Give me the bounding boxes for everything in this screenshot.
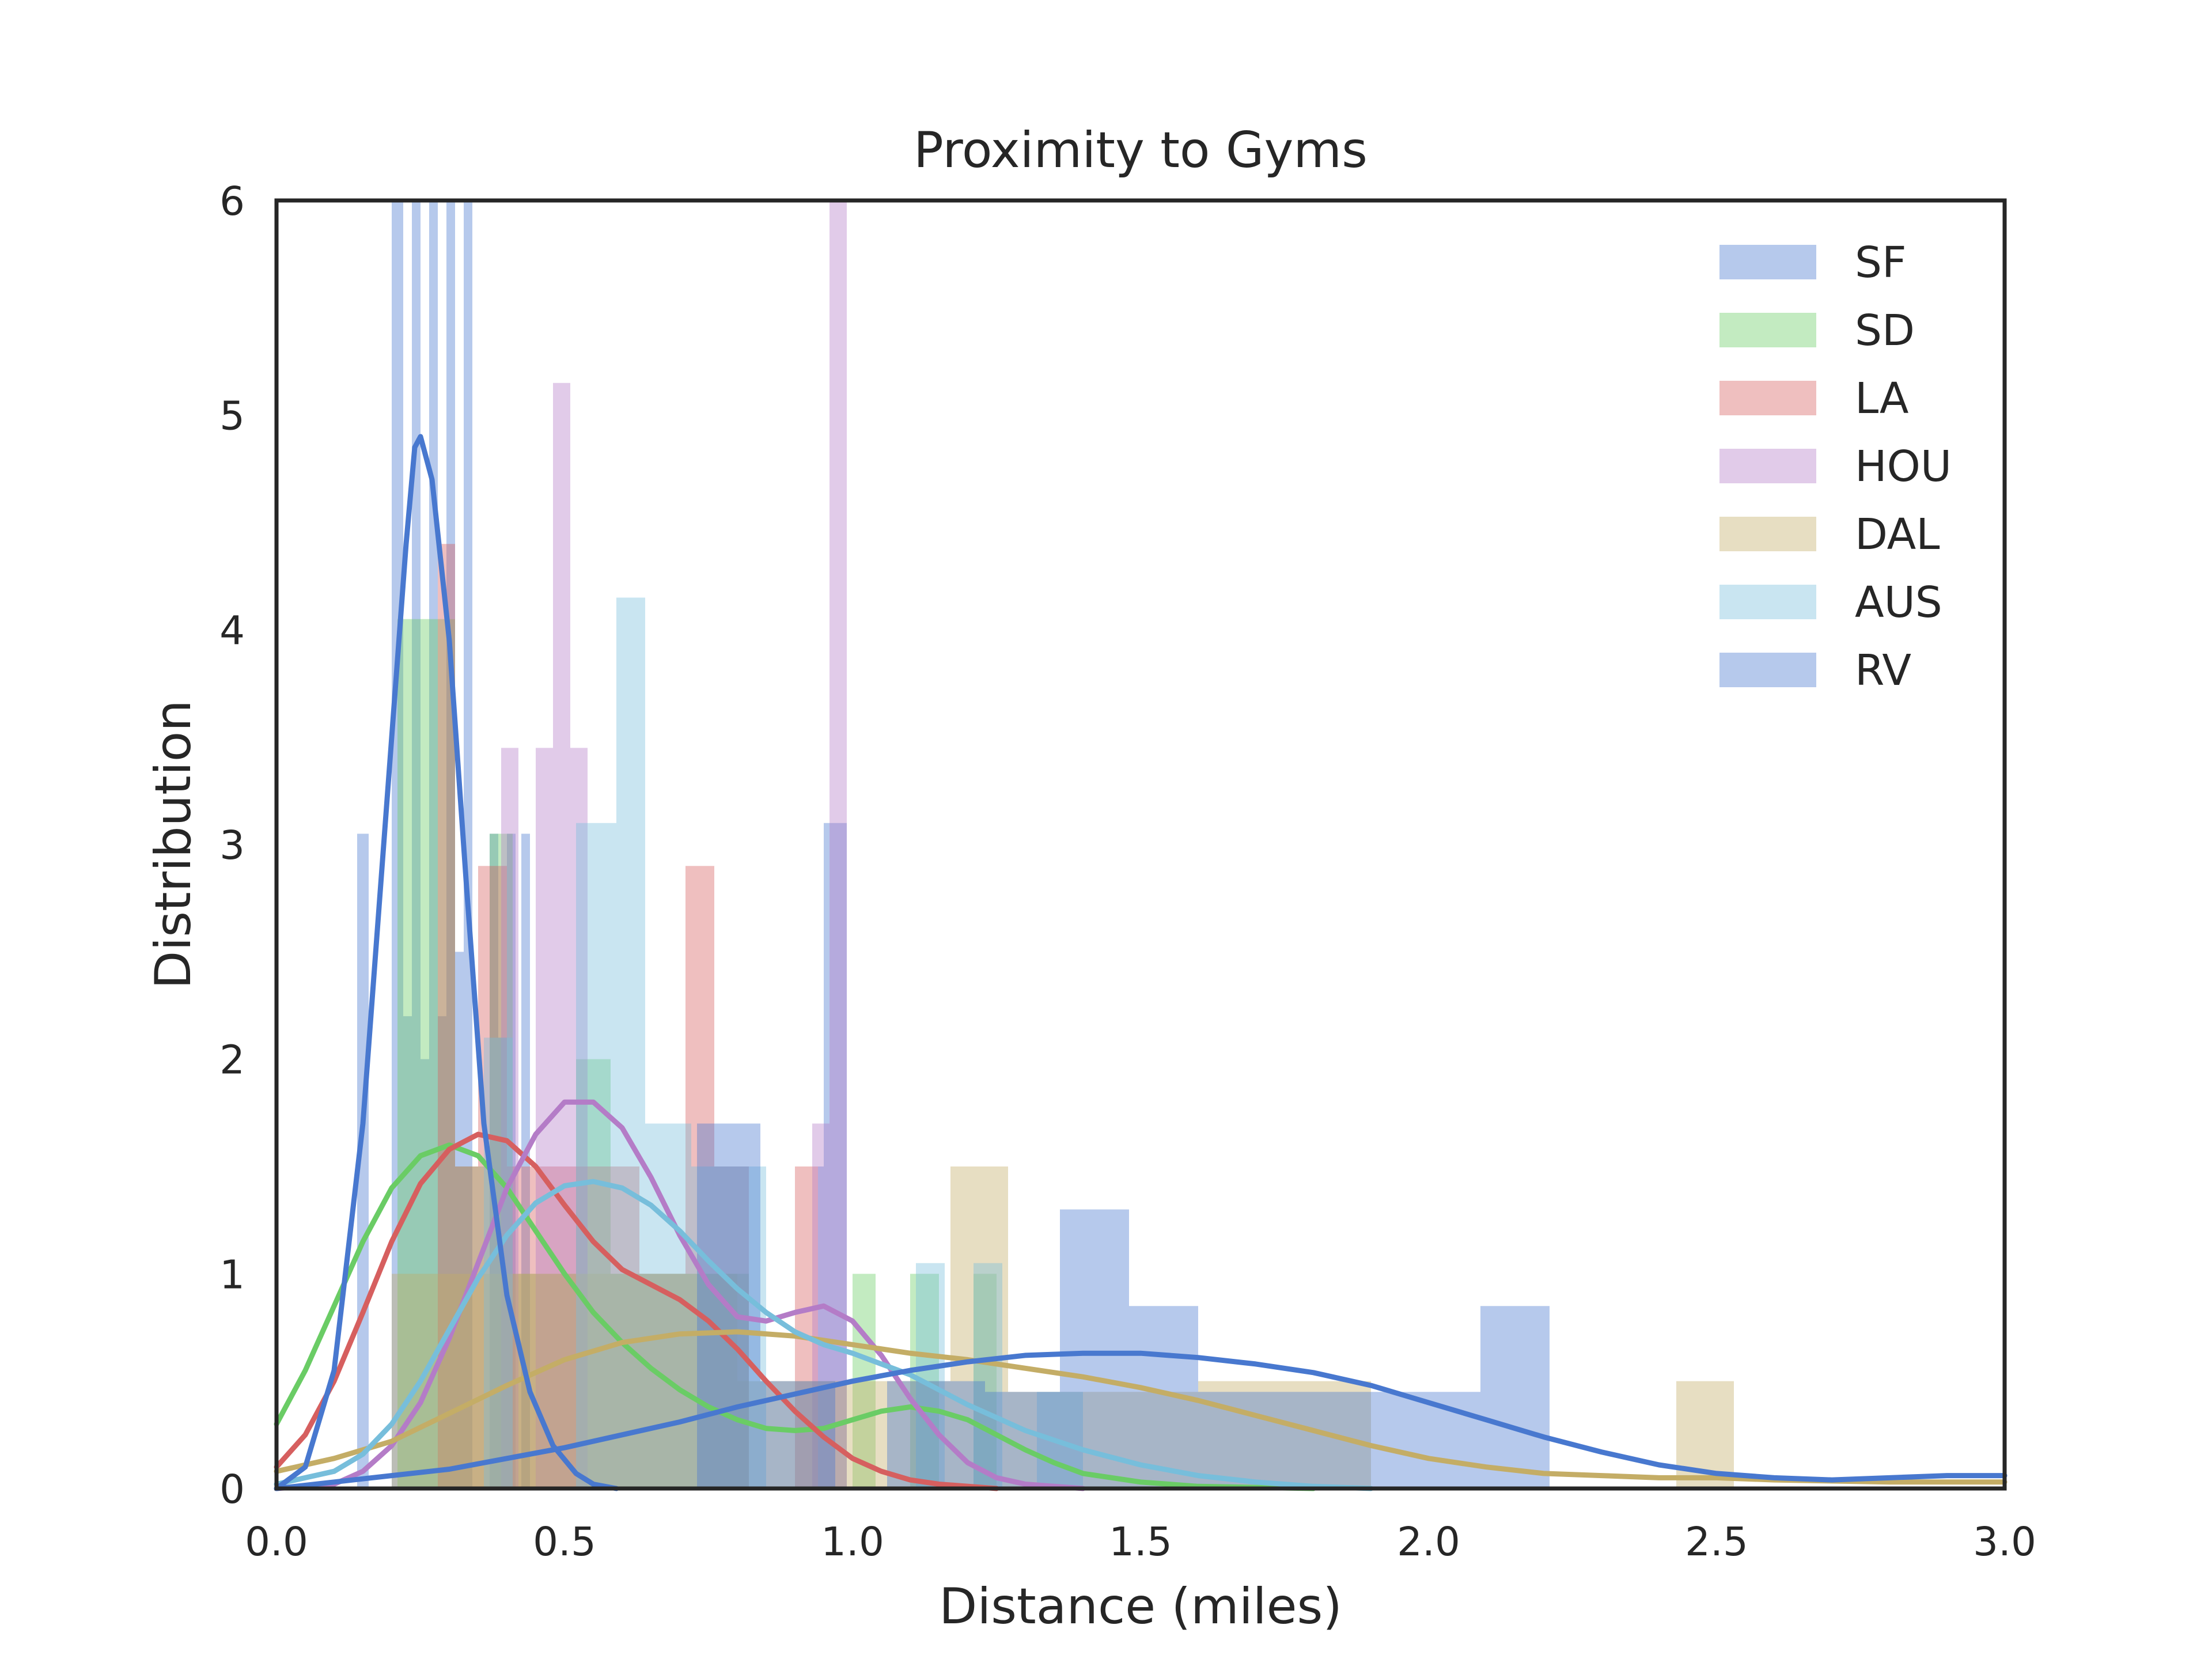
bar-dal-9 (910, 1381, 950, 1488)
legend-swatch-hou (1719, 449, 1816, 483)
bar-sf-0 (392, 200, 403, 1488)
legend-swatch-la (1719, 381, 1816, 415)
bar-aus-7 (974, 1263, 1002, 1488)
bar-rv-5 (1060, 1209, 1129, 1488)
y-tick-label: 0 (219, 1467, 245, 1513)
bar-hou-3 (570, 748, 588, 1488)
bar-la-10 (795, 1166, 818, 1488)
bar-aus-6 (916, 1263, 945, 1488)
bar-hou-0 (501, 748, 518, 1488)
legend-swatch-rv (1719, 653, 1816, 687)
bar-rv-7 (1198, 1392, 1273, 1488)
bar-aus-5 (732, 1166, 766, 1488)
x-axis-ticks: 0.0 0.5 1.0 1.5 2.0 2.5 3.0 (245, 1519, 2036, 1565)
bar-sf-9 (490, 834, 498, 1488)
legend-label-hou: HOU (1855, 442, 1952, 491)
bar-la-1 (455, 1166, 478, 1488)
bar-sf-7 (455, 952, 464, 1488)
bar-rv-11 (1480, 1306, 1550, 1488)
bar-la-9 (714, 1166, 749, 1488)
bar-aus-2 (616, 597, 645, 1488)
legend-label-dal: DAL (1855, 510, 1940, 559)
kde-line-aus (274, 1179, 1374, 1491)
x-tick-label: 2.0 (1397, 1519, 1460, 1565)
legend-label-rv: RV (1855, 646, 1911, 695)
x-tick-label: 1.0 (821, 1519, 884, 1565)
bar-sd-2 (490, 834, 513, 1488)
legend-label-aus: AUS (1855, 578, 1942, 627)
legend-swatch-sf (1719, 245, 1816, 279)
bar-la-7 (639, 1274, 685, 1488)
bar-sf-13 (818, 1166, 824, 1488)
y-tick-label: 2 (219, 1037, 245, 1084)
bar-la-8 (685, 866, 714, 1488)
bar-sf-5 (438, 1016, 446, 1488)
bar-sf-12 (521, 834, 530, 1488)
x-tick-label: 2.5 (1685, 1519, 1748, 1565)
y-tick-label: 3 (219, 823, 245, 869)
y-tick-label: 4 (219, 608, 245, 654)
bar-aus-1 (576, 823, 616, 1488)
legend: SF SD LA HOU DAL AUS RV (1719, 238, 1952, 695)
bar-sd-1 (455, 1166, 490, 1488)
bar-sd-12 (974, 1274, 997, 1488)
legend-label-sd: SD (1855, 306, 1915, 355)
bar-rv-8 (1273, 1392, 1342, 1488)
y-axis-ticks: 0 1 2 3 4 5 6 (219, 179, 245, 1513)
bar-sf-8 (464, 200, 472, 1488)
y-tick-label: 1 (219, 1252, 245, 1298)
chart-title: Proximity to Gyms (914, 122, 1368, 179)
bar-sf-1 (403, 1016, 412, 1488)
y-tick-label: 6 (219, 179, 245, 225)
bar-dal-13 (1198, 1381, 1371, 1488)
bar-sf-14 (824, 823, 847, 1488)
bar-hou-5 (830, 200, 847, 1488)
legend-label-sf: SF (1855, 238, 1907, 287)
kde-line-rv (274, 1350, 2008, 1491)
legend-swatch-dal (1719, 517, 1816, 551)
plot-frame (274, 198, 2007, 1491)
kde-line-extra-7 (274, 434, 619, 1491)
bar-sd-5 (576, 1059, 611, 1488)
bar-sd-6 (611, 1274, 645, 1488)
bar-aus-4 (691, 1166, 732, 1488)
y-axis-label: Distribution (145, 700, 202, 989)
x-tick-label: 3.0 (1973, 1519, 2036, 1565)
legend-label-la: LA (1855, 374, 1909, 423)
bar-sf-6 (446, 200, 455, 1488)
legend-swatch-aus (1719, 585, 1816, 619)
legend-swatch-sd (1719, 313, 1816, 347)
bar-hou-2 (553, 382, 570, 1489)
x-axis-label: Distance (miles) (939, 1578, 1342, 1635)
kde-line-la (274, 1131, 999, 1491)
kde-line-hou (274, 1099, 1086, 1491)
bar-dal-11 (1008, 1392, 1083, 1488)
x-tick-label: 0.0 (245, 1519, 308, 1565)
kde-curves (274, 434, 2008, 1491)
x-tick-label: 1.5 (1109, 1519, 1172, 1565)
kde-line-dal (274, 1329, 2008, 1485)
bar-sd-7 (645, 1274, 680, 1488)
x-tick-label: 0.5 (533, 1519, 596, 1565)
y-tick-label: 5 (219, 393, 245, 440)
